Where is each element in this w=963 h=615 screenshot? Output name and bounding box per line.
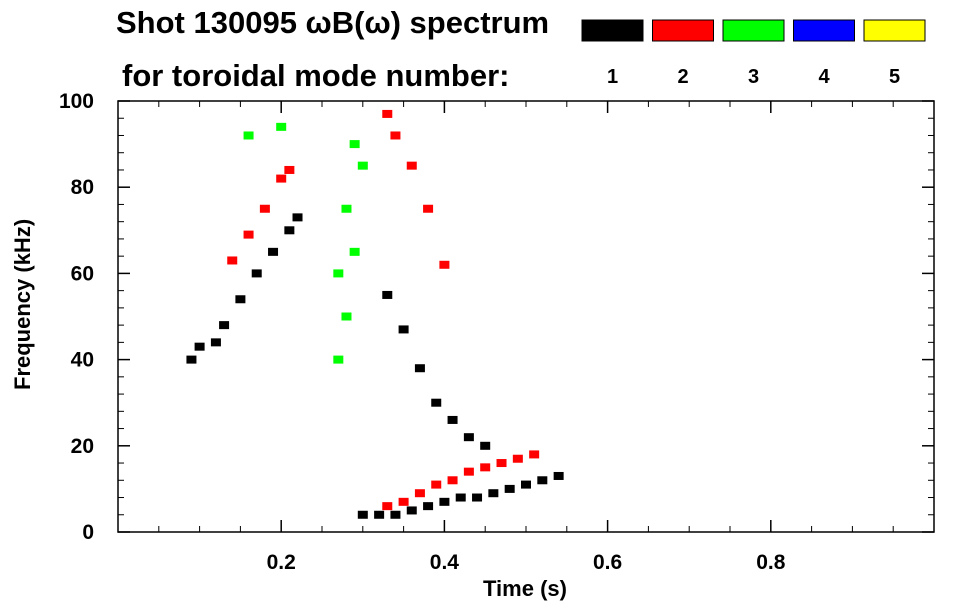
x-tick-label: 0.8 bbox=[756, 551, 786, 574]
data-point bbox=[227, 256, 238, 265]
data-point bbox=[521, 480, 531, 489]
legend-swatch-4 bbox=[793, 19, 855, 42]
y-tick-label: 20 bbox=[71, 435, 94, 458]
data-point bbox=[414, 489, 425, 498]
data-point bbox=[406, 506, 417, 515]
data-point bbox=[259, 204, 270, 213]
y-tick-label: 60 bbox=[71, 262, 94, 285]
data-point bbox=[382, 290, 393, 299]
data-point bbox=[382, 109, 393, 118]
plot-frame bbox=[117, 100, 935, 533]
y-tick-label: 100 bbox=[59, 90, 94, 113]
data-point bbox=[276, 122, 287, 131]
chart-title-line2: for toroidal mode number: bbox=[122, 58, 510, 93]
data-point bbox=[423, 204, 434, 213]
data-point bbox=[447, 415, 458, 424]
legend-swatch-2 bbox=[652, 19, 714, 42]
data-point bbox=[463, 433, 474, 442]
data-point bbox=[431, 398, 442, 407]
data-point bbox=[276, 174, 287, 183]
data-point bbox=[406, 161, 417, 170]
data-point bbox=[431, 480, 442, 489]
data-point bbox=[480, 441, 491, 450]
legend-label-5: 5 bbox=[889, 66, 900, 88]
data-point bbox=[251, 269, 262, 278]
data-point bbox=[349, 140, 360, 149]
x-axis-label: Time (s) bbox=[483, 576, 567, 601]
data-point bbox=[447, 476, 458, 485]
data-point bbox=[480, 463, 491, 472]
series-mode-2 bbox=[227, 109, 540, 511]
series-layer bbox=[186, 109, 564, 519]
data-point bbox=[439, 260, 450, 269]
data-point bbox=[390, 131, 401, 140]
data-point bbox=[488, 489, 499, 498]
data-point bbox=[349, 247, 360, 256]
data-point bbox=[357, 161, 368, 170]
y-tick-label: 40 bbox=[71, 349, 94, 372]
data-point bbox=[529, 450, 540, 459]
y-tick-label: 0 bbox=[82, 521, 94, 544]
series-mode-1 bbox=[186, 213, 564, 519]
data-point bbox=[553, 471, 564, 480]
data-point bbox=[382, 502, 393, 511]
legend-label-2: 2 bbox=[677, 66, 688, 88]
data-point bbox=[284, 226, 295, 235]
legend-swatch-3 bbox=[722, 19, 785, 42]
data-point bbox=[496, 459, 507, 468]
data-point bbox=[186, 355, 197, 364]
legend: 1 2 3 4 5 bbox=[581, 19, 926, 88]
legend-label-3: 3 bbox=[748, 66, 759, 88]
data-point bbox=[398, 325, 409, 334]
data-point bbox=[504, 484, 515, 493]
data-point bbox=[414, 364, 425, 373]
series-mode-3 bbox=[243, 122, 368, 364]
data-point bbox=[341, 312, 352, 321]
data-point bbox=[537, 476, 548, 485]
data-point bbox=[243, 131, 254, 140]
legend-swatch-5 bbox=[863, 19, 926, 42]
data-point bbox=[512, 454, 523, 463]
legend-label-4: 4 bbox=[818, 66, 830, 88]
data-point bbox=[472, 493, 483, 502]
data-point bbox=[292, 213, 303, 222]
data-point bbox=[194, 342, 205, 351]
data-point bbox=[243, 230, 254, 239]
x-tick-label: 0.4 bbox=[430, 551, 460, 574]
data-point bbox=[357, 510, 368, 519]
x-tick-label: 0.2 bbox=[267, 551, 296, 574]
data-point bbox=[390, 510, 401, 519]
data-point bbox=[398, 497, 409, 506]
axis-ticks: 0.2 0.4 0.6 0.8 0 20 40 60 80 100 bbox=[59, 90, 934, 574]
data-point bbox=[210, 338, 221, 347]
data-point bbox=[341, 204, 352, 213]
chart-title-line1: Shot 130095 ωB(ω) spectrum bbox=[116, 5, 550, 40]
data-point bbox=[463, 467, 474, 476]
data-point bbox=[374, 510, 385, 519]
legend-swatch-1 bbox=[581, 19, 644, 42]
x-tick-label: 0.6 bbox=[593, 551, 622, 574]
data-point bbox=[284, 165, 295, 174]
data-point bbox=[235, 295, 246, 304]
data-point bbox=[333, 355, 344, 364]
data-point bbox=[219, 321, 230, 330]
data-point bbox=[439, 497, 450, 506]
y-tick-label: 80 bbox=[71, 176, 94, 199]
data-point bbox=[455, 493, 466, 502]
legend-label-1: 1 bbox=[607, 66, 618, 88]
data-point bbox=[423, 502, 434, 511]
data-point bbox=[333, 269, 344, 278]
data-point bbox=[268, 247, 279, 256]
